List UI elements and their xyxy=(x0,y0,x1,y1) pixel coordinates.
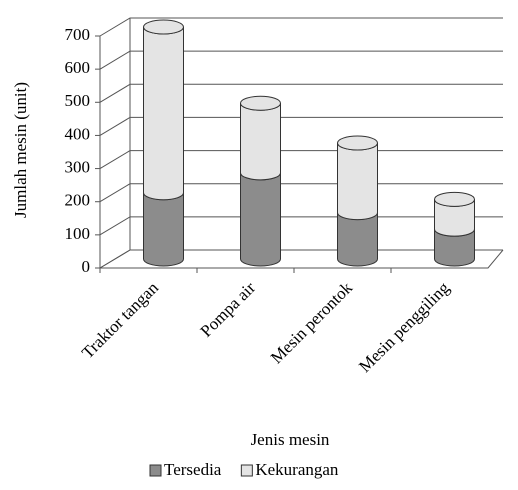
y-axis-title: Jumlah mesin (unit) xyxy=(11,82,30,218)
legend-label: Kekurangan xyxy=(255,460,339,479)
y-tick-label: 0 xyxy=(82,257,91,276)
y-tick-label: 100 xyxy=(65,224,91,243)
grid-line xyxy=(99,83,503,103)
bar-top xyxy=(434,191,475,207)
grid-line xyxy=(99,249,503,269)
x-axis-title: Jenis mesin xyxy=(251,430,330,449)
grid-line xyxy=(99,216,503,236)
legend-swatch xyxy=(240,464,253,477)
legend-swatch xyxy=(149,464,162,477)
bar-top xyxy=(143,19,184,35)
bar-segment xyxy=(337,142,378,221)
bar-segment xyxy=(143,192,184,267)
y-tick-label: 700 xyxy=(65,25,91,44)
x-tick-label: Pompa air xyxy=(197,278,260,341)
x-tick-label: Mesin perontok xyxy=(267,278,357,368)
x-tick-label: Mesin penggiling xyxy=(355,278,453,376)
x-tick-label: Traktor tangan xyxy=(78,278,162,362)
y-tick-label: 400 xyxy=(65,124,91,143)
bar-segment xyxy=(240,103,281,181)
grid-line xyxy=(99,183,503,203)
y-tick-label: 300 xyxy=(65,157,91,176)
grid-line xyxy=(99,50,503,70)
bar-top xyxy=(240,95,281,111)
bar-segment xyxy=(337,212,378,267)
grid-line xyxy=(99,17,503,37)
grid-line xyxy=(99,150,503,169)
bar-segment xyxy=(143,26,184,201)
bar-segment xyxy=(240,172,281,267)
y-tick-label: 600 xyxy=(65,58,91,77)
legend-label: Tersedia xyxy=(164,460,222,479)
y-tick-label: 200 xyxy=(65,191,91,210)
bar-top xyxy=(337,135,378,151)
grid-line xyxy=(99,116,503,136)
y-tick-label: 500 xyxy=(65,91,91,110)
